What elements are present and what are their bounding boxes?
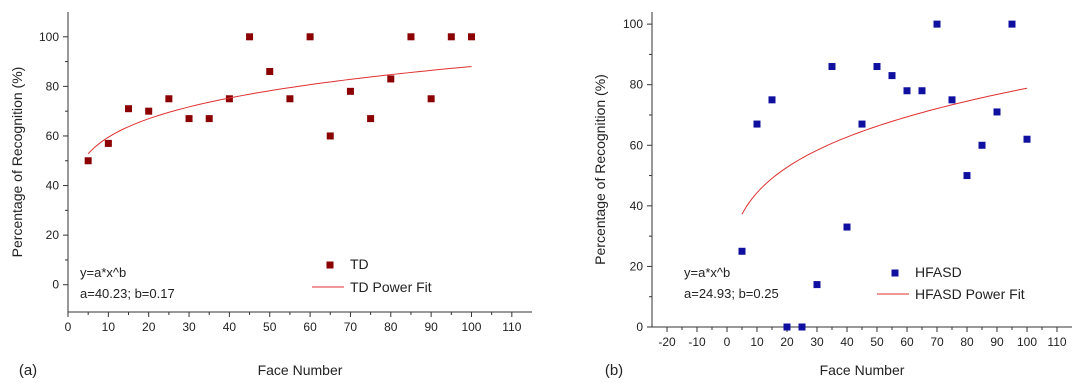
data-point: [145, 107, 153, 115]
x-tick-label: 40: [223, 320, 237, 334]
x-tick-label: 50: [263, 320, 277, 334]
power-fit-curve: [741, 87, 1028, 215]
x-tick-label: 70: [344, 320, 358, 334]
data-point: [407, 33, 415, 41]
y-tick-label: 60: [46, 129, 60, 143]
data-point: [185, 115, 193, 123]
x-tick-label: 100: [461, 320, 481, 334]
y-tick-label: 20: [630, 259, 644, 273]
x-tick-label: 30: [182, 320, 196, 334]
data-point: [165, 95, 173, 103]
x-tick-label: 20: [142, 320, 156, 334]
data-point: [84, 157, 92, 165]
data-point: [813, 281, 821, 289]
data-point: [948, 96, 956, 104]
data-point: [1023, 135, 1031, 143]
panel-label: (b): [605, 362, 623, 379]
panel-label: (a): [19, 362, 37, 379]
data-point: [387, 75, 395, 83]
data-point: [963, 172, 971, 180]
legend-label-fit: HFASD Power Fit: [915, 286, 1025, 302]
data-point: [447, 33, 455, 41]
x-tick-label: -10: [688, 335, 706, 349]
data-point: [933, 20, 941, 28]
data-point: [367, 115, 375, 123]
chart-panel-a: 0 10 20 30 40 50 60 70 80 90 100 110 0 20 40 60 80 100 Fac…: [9, 12, 532, 379]
fit-equation-text: a=24.93; b=0.25: [684, 286, 779, 301]
y-axis-title: Percentage of Recognition (%): [592, 74, 608, 265]
data-point: [783, 323, 791, 331]
legend-marker-points: [891, 269, 899, 277]
x-tick-label: -20: [658, 335, 676, 349]
data-point: [798, 323, 806, 331]
x-tick-label: 110: [502, 320, 521, 334]
data-point: [873, 63, 881, 71]
y-tick-label: 0: [52, 278, 59, 292]
x-axis-title: Face Number: [258, 362, 343, 378]
y-tick-label: 80: [630, 78, 644, 92]
y-axis-title: Percentage of Recognition (%): [9, 67, 25, 258]
x-tick-label: 0: [65, 320, 72, 334]
data-point: [978, 141, 986, 149]
x-tick-label: 60: [303, 320, 317, 334]
x-tick-label: 50: [870, 335, 884, 349]
x-tick-label: 90: [990, 335, 1004, 349]
fit-equation-text: y=a*x^b: [80, 265, 126, 280]
x-tick-label: 80: [384, 320, 398, 334]
data-point: [768, 96, 776, 104]
y-tick-label: 100: [623, 17, 643, 31]
y-tick-label: 0: [636, 320, 643, 334]
data-point: [993, 108, 1001, 116]
data-point: [843, 223, 851, 231]
x-tick-label: 0: [724, 335, 731, 349]
data-point: [918, 87, 926, 95]
data-point: [246, 33, 254, 41]
data-point: [306, 33, 314, 41]
x-tick-label: 20: [780, 335, 794, 349]
x-tick-label: 40: [840, 335, 854, 349]
y-tick-label: 20: [46, 228, 60, 242]
data-point: [738, 247, 746, 255]
fit-equation-text: y=a*x^b: [684, 265, 730, 280]
y-tick-label: 40: [46, 179, 60, 193]
x-tick-label: 100: [1017, 335, 1037, 349]
data-point: [326, 132, 334, 140]
data-point: [753, 120, 761, 128]
data-point: [346, 87, 354, 95]
power-fit-curve: [87, 66, 472, 154]
legend-marker-points: [326, 261, 334, 269]
chart-panel-b: -20 -10 0 10 20 30 40 50 60 70 80 90 100 110 0 20 40 60 80…: [592, 12, 1072, 379]
x-tick-label: 10: [102, 320, 116, 334]
x-tick-label: 30: [810, 335, 824, 349]
data-point: [467, 33, 475, 41]
fit-equation-text: a=40.23; b=0.17: [80, 286, 175, 301]
x-axis-title: Face Number: [820, 362, 905, 378]
data-point: [125, 105, 133, 113]
legend-label-points: HFASD: [915, 264, 962, 280]
data-point: [266, 68, 274, 76]
legend-label-fit: TD Power Fit: [350, 279, 432, 295]
y-tick-label: 80: [46, 79, 60, 93]
y-tick-label: 60: [630, 138, 644, 152]
legend-label-points: TD: [350, 256, 369, 272]
data-point: [858, 120, 866, 128]
y-tick-label: 100: [39, 30, 59, 44]
data-point: [104, 139, 112, 147]
data-point: [1008, 20, 1016, 28]
x-tick-label: 80: [960, 335, 974, 349]
x-tick-label: 10: [750, 335, 764, 349]
data-point: [205, 115, 213, 123]
data-point: [286, 95, 294, 103]
x-tick-label: 90: [424, 320, 438, 334]
x-tick-label: 110: [1047, 335, 1066, 349]
x-tick-label: 60: [900, 335, 914, 349]
data-point: [828, 63, 836, 71]
data-point: [427, 95, 435, 103]
y-tick-label: 40: [630, 199, 644, 213]
data-point: [888, 72, 896, 80]
data-point: [225, 95, 233, 103]
x-tick-label: 70: [930, 335, 944, 349]
data-point: [903, 87, 911, 95]
